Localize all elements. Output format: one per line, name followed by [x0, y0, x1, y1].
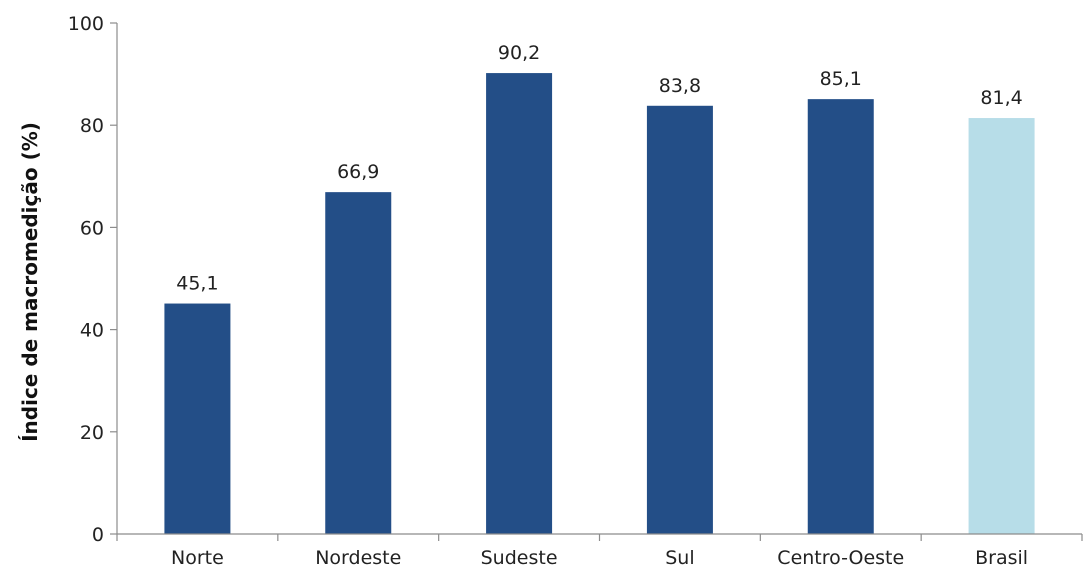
- y-tick-label: 100: [68, 13, 104, 35]
- data-label: 83,8: [659, 75, 701, 97]
- bars-group: [164, 73, 1035, 535]
- data-label: 81,4: [980, 87, 1022, 109]
- data-label: 66,9: [337, 161, 379, 183]
- bar-brasil: [968, 118, 1035, 535]
- y-tick-label: 0: [92, 524, 104, 546]
- data-labels-group: 45,1 66,9 90,2 83,8 85,1 81,4: [176, 42, 1022, 294]
- bar-sudeste: [486, 73, 553, 534]
- x-category-label: Brasil: [975, 547, 1028, 569]
- x-category-label: Centro-Oeste: [777, 547, 904, 569]
- data-label: 85,1: [820, 68, 862, 90]
- bar-nordeste: [325, 192, 392, 535]
- y-axis-label: Índice de macromedição (%): [18, 122, 42, 442]
- y-tick-label: 80: [80, 115, 104, 137]
- y-axis: 0 20 40 60 80 100: [68, 13, 118, 546]
- bar-centro-oeste: [807, 99, 874, 534]
- bar-sul: [646, 105, 713, 535]
- data-label: 90,2: [498, 42, 540, 64]
- x-category-label: Sul: [665, 547, 694, 569]
- y-tick-label: 60: [80, 217, 104, 239]
- data-label: 45,1: [176, 273, 218, 295]
- y-tick-label: 20: [80, 422, 104, 444]
- x-axis: Norte Nordeste Sudeste Sul Centro-Oeste Brasi…: [116, 533, 1083, 569]
- bar-norte: [164, 303, 231, 534]
- x-category-label: Sudeste: [481, 547, 558, 569]
- y-tick-label: 40: [80, 320, 104, 342]
- x-category-label: Nordeste: [315, 547, 401, 569]
- x-category-label: Norte: [171, 547, 224, 569]
